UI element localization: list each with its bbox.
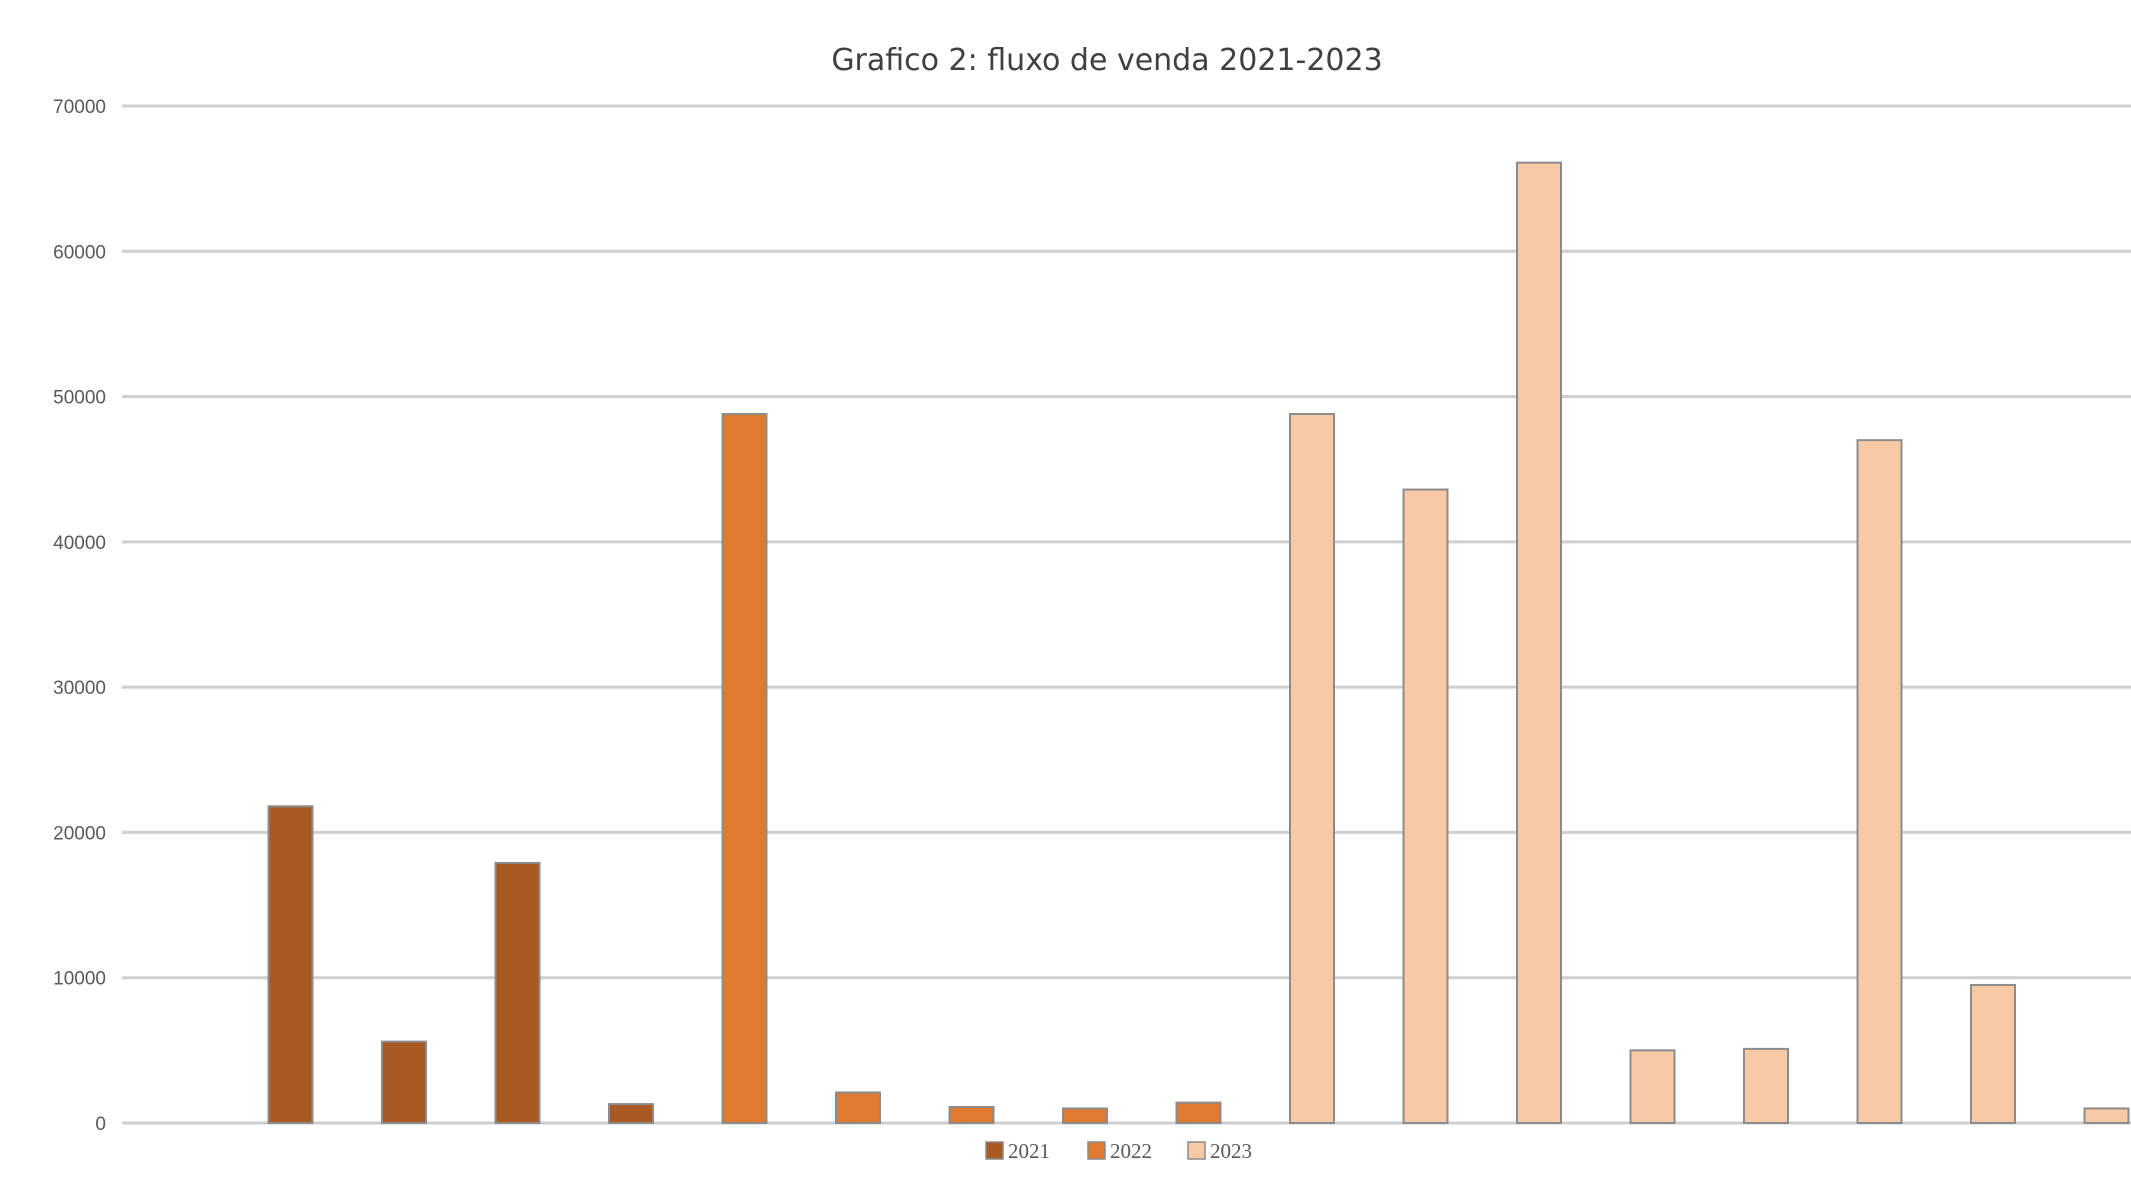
bar-2021-4 [608, 1103, 654, 1125]
gridlines [122, 104, 2131, 1125]
bar-2021-1 [267, 805, 314, 1125]
y-tick-label: 30000 [53, 678, 106, 699]
bar-2021-3 [494, 861, 541, 1125]
bar-2022-9 [1175, 1101, 1222, 1125]
legend-label-2023: 2023 [1210, 1139, 1252, 1163]
y-tick-label: 70000 [53, 97, 106, 118]
bar-2023-10 [1289, 413, 1335, 1124]
bars [267, 161, 2130, 1125]
bar-2022-5 [721, 413, 768, 1124]
legend-swatch-2021 [985, 1141, 1004, 1160]
y-tick-label: 40000 [53, 533, 106, 554]
legend-label-2021: 2021 [1008, 1139, 1050, 1163]
legend-swatch-2022 [1087, 1141, 1106, 1160]
bar-2023-13 [1629, 1049, 1676, 1125]
y-tick-label: 20000 [53, 823, 106, 844]
bar-2022-8 [1062, 1107, 1108, 1125]
bar-2023-11 [1402, 488, 1449, 1125]
legend-swatch-2023 [1187, 1141, 1206, 1160]
y-axis-tick-labels: 0 10000 20000 30000 40000 50000 60000 70000 [53, 97, 106, 1135]
chart-title: Grafico 2: fluxo de venda 2021-2023 [831, 43, 1382, 78]
bar-2023-12 [1516, 161, 1562, 1124]
y-tick-label: 60000 [53, 242, 106, 263]
legend-label-2022: 2022 [1110, 1139, 1152, 1163]
bar-2022-6 [835, 1091, 881, 1124]
legend: 2021 2022 2023 [985, 1139, 1252, 1163]
y-tick-label: 50000 [53, 388, 106, 409]
bar-2023-16 [1970, 983, 2016, 1124]
y-tick-label: 10000 [53, 969, 106, 990]
bar-2023-15 [1856, 439, 1903, 1124]
bar-2023-14 [1743, 1047, 1789, 1125]
y-tick-label: 0 [95, 1114, 106, 1135]
bar-2022-7 [948, 1106, 995, 1124]
bar-2023-17 [2083, 1107, 2130, 1125]
bar-2021-2 [381, 1040, 427, 1125]
